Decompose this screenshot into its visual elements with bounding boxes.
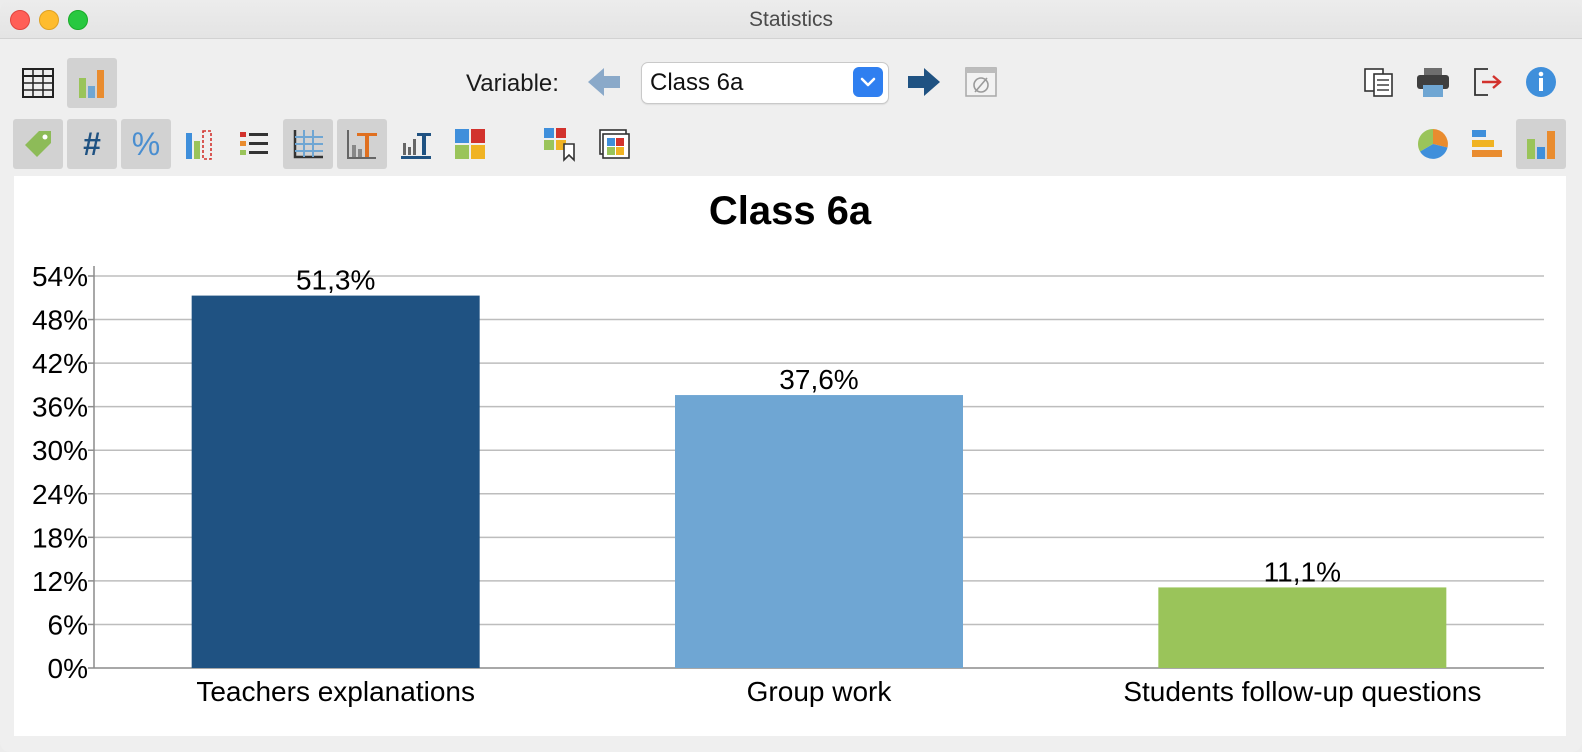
horizontal-bar-chart-button[interactable] (1462, 119, 1512, 169)
y-tick-label: 6% (48, 609, 88, 640)
arrow-right-icon (908, 68, 940, 96)
bar (675, 395, 963, 668)
horizontal-bar-chart-icon (1472, 130, 1502, 157)
y-tick-label: 30% (32, 435, 88, 466)
title-bar: Statistics (0, 0, 1582, 39)
exclude-variable-button[interactable] (956, 57, 1006, 107)
bar (191, 295, 480, 668)
y-tick-label: 48% (32, 305, 88, 336)
table-view-button[interactable] (13, 58, 63, 108)
y-tick-label: 42% (32, 348, 88, 379)
hash-icon: # (83, 127, 101, 161)
empty-set-icon (965, 67, 997, 97)
data-label: 51,3% (296, 265, 375, 296)
vertical-bar-chart-button[interactable] (1516, 119, 1566, 169)
copy-icon (1364, 68, 1393, 97)
copy-button[interactable] (1354, 57, 1404, 107)
color-scheme-button[interactable] (445, 119, 495, 169)
gridlines-button[interactable] (283, 119, 333, 169)
variable-select-value: Class 6a (650, 69, 744, 96)
bar-chart-icon (79, 70, 104, 98)
previous-variable-button[interactable] (579, 57, 629, 107)
bar-chart: Class 6a 0% 6% 12% 18% 24% 30% 36% 42% 48% 54% 51,… (32, 189, 1544, 707)
chart-view-button[interactable] (67, 58, 117, 108)
chart-title-icon (347, 130, 377, 159)
printer-icon (1417, 68, 1449, 97)
category-list-button[interactable] (229, 119, 279, 169)
pie-chart-button[interactable] (1408, 119, 1458, 169)
chart-title: Class 6a (709, 189, 872, 233)
arrow-left-icon (588, 68, 620, 96)
table-grid-icon (22, 68, 54, 98)
x-tick-label: Students follow-up questions (1123, 676, 1481, 707)
maximize-window-button[interactable] (68, 10, 88, 30)
percent-icon: % (132, 127, 160, 161)
svg-text:%: % (132, 127, 160, 161)
chart-window-button[interactable] (589, 119, 639, 169)
bar (1158, 587, 1447, 668)
svg-text:#: # (83, 127, 101, 161)
info-icon (1526, 67, 1556, 97)
variable-select[interactable]: Class 6a (641, 62, 889, 104)
y-tick-label: 0% (48, 653, 88, 684)
y-tick-label: 24% (32, 479, 88, 510)
gridlines-icon (293, 130, 323, 159)
axis-labels-icon (401, 133, 431, 159)
bar-chart-icon (1527, 131, 1555, 159)
minimize-window-button[interactable] (39, 10, 59, 30)
close-window-button[interactable] (10, 10, 30, 30)
window-title: Statistics (748, 8, 834, 31)
save-chart-button[interactable] (535, 119, 585, 169)
chart-title-button[interactable] (337, 119, 387, 169)
color-palette-icon (455, 129, 485, 159)
y-tick-label: 36% (32, 392, 88, 423)
chevron-down-icon (853, 67, 883, 97)
percentages-button[interactable]: % (121, 119, 171, 169)
export-icon (1474, 68, 1502, 96)
missing-bars-icon (186, 130, 212, 160)
print-button[interactable] (1408, 57, 1458, 107)
bookmark-chart-icon (544, 128, 575, 162)
variable-label: Variable: (466, 70, 559, 97)
window-stack-icon (599, 129, 630, 159)
export-button[interactable] (1462, 57, 1512, 107)
pie-chart-icon (1417, 129, 1448, 159)
show-labels-button[interactable] (13, 119, 63, 169)
x-tick-label: Group work (747, 676, 893, 707)
list-icon (240, 132, 268, 155)
data-label: 11,1% (1264, 556, 1341, 587)
x-tick-label: Teachers explanations (196, 676, 475, 707)
y-tick-label: 18% (32, 522, 88, 553)
info-button[interactable] (1516, 57, 1566, 107)
next-variable-button[interactable] (899, 57, 949, 107)
y-tick-label: 54% (32, 261, 88, 292)
missing-values-button[interactable] (175, 119, 225, 169)
y-tick-label: 12% (32, 566, 88, 597)
data-label: 37,6% (779, 364, 858, 395)
chart-panel: Class 6a 0% 6% 12% 18% 24% 30% 36% 42% 48% 54% 51,… (14, 176, 1566, 736)
axis-labels-button[interactable] (391, 119, 441, 169)
tag-icon (25, 131, 51, 157)
absolute-frequencies-button[interactable]: # (67, 119, 117, 169)
